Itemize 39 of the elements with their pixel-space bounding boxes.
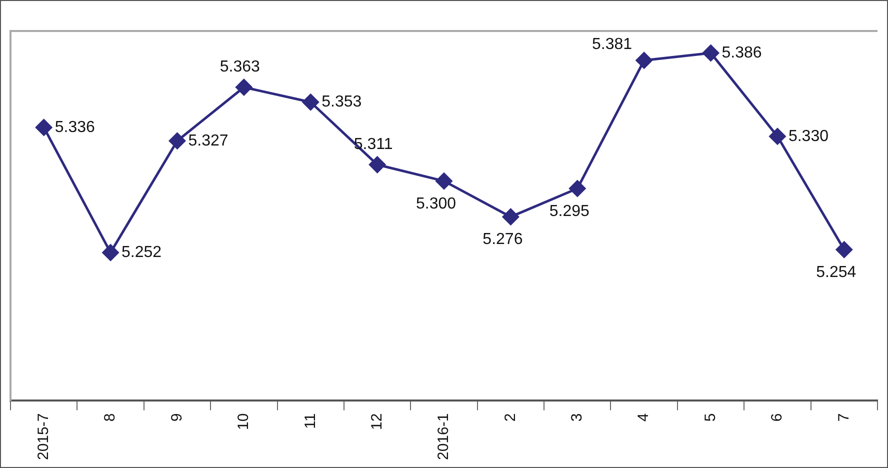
data-label: 5.336 [54, 118, 95, 136]
point [369, 156, 386, 173]
x-tick-label: 2015-7 [34, 413, 52, 460]
data-label: 5.254 [816, 264, 856, 282]
x-tick-label: 6 [768, 413, 786, 422]
x-tick-label: 12 [368, 413, 386, 430]
point [102, 244, 119, 261]
x-tick-label: 4 [635, 413, 652, 422]
point [36, 119, 52, 136]
data-label: 5.327 [188, 132, 228, 150]
point [636, 52, 652, 69]
point [502, 208, 519, 226]
x-tick-label: 2016-1 [435, 413, 452, 460]
x-tick-label: 11 [302, 413, 319, 429]
point [836, 241, 852, 258]
x-tick-label: 10 [235, 413, 252, 430]
point [569, 180, 586, 197]
point [236, 78, 252, 96]
data-label: 5.295 [549, 202, 590, 220]
x-tick-label: 3 [568, 413, 586, 422]
x-tick-label: 7 [835, 413, 852, 422]
point [436, 172, 452, 190]
point [302, 94, 319, 110]
x-tick-label: 5 [702, 413, 719, 422]
data-label: 5.330 [788, 128, 829, 145]
data-label: 5.381 [592, 36, 632, 53]
data-label: 5.386 [722, 44, 762, 62]
x-tick-label: 8 [102, 413, 119, 422]
point [702, 44, 720, 62]
point [168, 132, 186, 150]
data-label: 5.363 [220, 58, 260, 76]
data-label: 5.252 [122, 244, 162, 261]
x-tick-label: 9 [168, 413, 186, 422]
data-label: 5.276 [482, 231, 523, 248]
data-label: 5.311 [354, 136, 393, 154]
data-label: 5.353 [322, 94, 362, 111]
data-label: 5.300 [416, 195, 456, 212]
x-tick-label: 2 [502, 413, 519, 422]
point [769, 128, 786, 145]
